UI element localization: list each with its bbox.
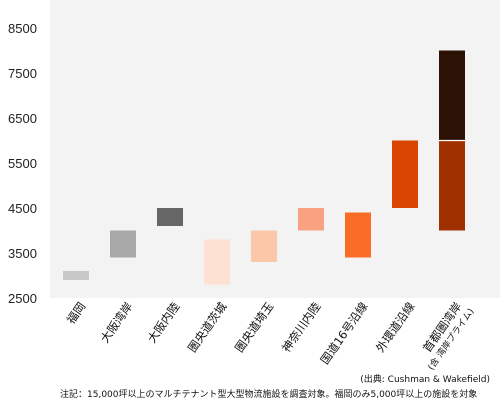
x-category-label: 外環道沿線 <box>373 299 418 355</box>
x-category-label: 圏央道茨城 <box>185 299 230 355</box>
y-tick-label: 2500 <box>8 291 37 306</box>
y-tick-label: 4500 <box>8 201 37 216</box>
range-bar <box>439 50 465 141</box>
y-tick-label: 3500 <box>8 246 37 261</box>
y-tick-label: 5500 <box>8 156 37 171</box>
x-category-label: 福岡 <box>64 300 89 327</box>
y-tick-label: 7500 <box>8 66 37 81</box>
range-bar <box>392 140 418 208</box>
range-bar <box>439 140 465 231</box>
y-tick-label: 6500 <box>8 111 37 126</box>
range-bar <box>110 230 136 258</box>
x-category-label: 大阪内陸 <box>145 299 183 345</box>
x-category-label: 圏央道埼玉 <box>232 300 276 355</box>
range-bar <box>251 230 277 262</box>
range-bar <box>345 212 371 258</box>
y-tick-label: 8500 <box>8 21 37 36</box>
x-category-label: 大阪湾岸 <box>98 300 136 346</box>
x-category-label: 国道16号沿線 <box>318 299 371 367</box>
source-note: (出典: Cushman & Wakefield) <box>360 375 490 385</box>
range-bar <box>63 271 89 280</box>
x-category-label: 神奈川内陸 <box>279 299 324 355</box>
footnote: 注記：15,000坪以上のマルチテナント型大型物流施設を調査対象。福岡のみ5,0… <box>60 390 478 400</box>
range-bar <box>157 208 183 226</box>
range-bar <box>298 208 324 231</box>
range-bar <box>204 239 230 285</box>
